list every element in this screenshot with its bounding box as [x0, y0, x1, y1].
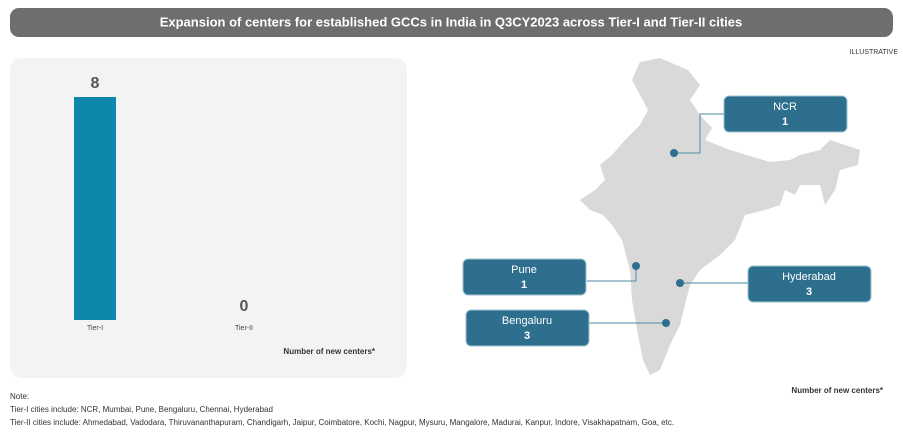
callout-value: 1	[782, 116, 788, 128]
callout-box	[747, 265, 872, 303]
map-axis-label: Number of new centers*	[791, 386, 883, 395]
callout-name: Hyderabad	[782, 271, 836, 283]
note-heading: Note:	[10, 392, 29, 401]
chart-panel	[10, 58, 407, 378]
bar	[74, 97, 116, 320]
callout-name: Bengaluru	[502, 315, 552, 327]
callout-box	[462, 258, 587, 296]
axis-label: Number of new centers*	[283, 347, 375, 356]
callout-value: 1	[521, 279, 527, 291]
note-line: Tier-I cities include: NCR, Mumbai, Pune…	[10, 405, 273, 414]
illustrative-label: ILLUSTRATIVE	[850, 49, 899, 56]
value-label: 0	[240, 298, 249, 315]
note-line: Tier-II cities include: Ahmedabad, Vadod…	[10, 418, 674, 427]
callout-name: NCR	[773, 101, 797, 113]
callout-value: 3	[524, 330, 530, 342]
callout-box	[723, 95, 848, 133]
callout-name: Pune	[511, 264, 537, 276]
city-dots	[632, 149, 684, 327]
india-map	[580, 58, 860, 375]
callout-lines	[587, 113, 748, 324]
title: Expansion of centers for established GCC…	[160, 14, 743, 29]
callout-value: 3	[806, 286, 812, 298]
value-label: 8	[91, 75, 100, 92]
category-label: Tier-I	[87, 325, 103, 332]
callout-box	[465, 309, 590, 347]
title-bar	[10, 8, 893, 37]
category-label: Tier-II	[235, 325, 253, 332]
